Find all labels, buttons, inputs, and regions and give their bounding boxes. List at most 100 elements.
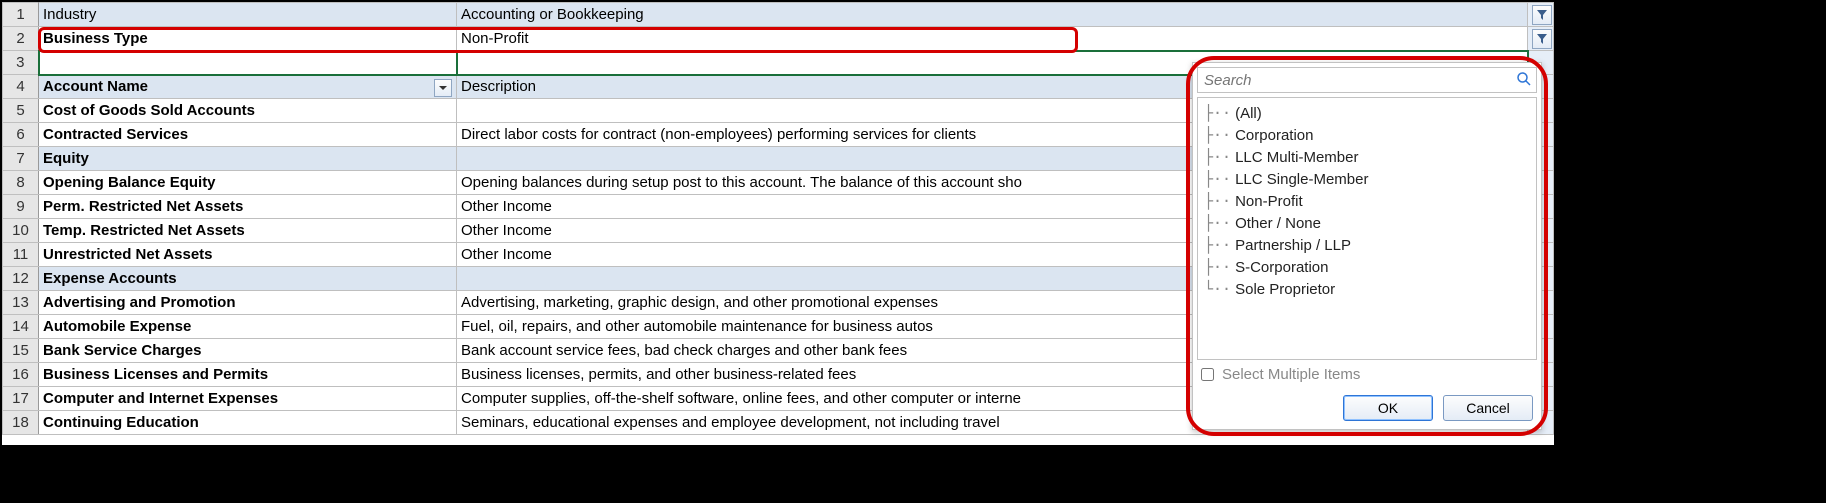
row-header[interactable]: 15 <box>3 339 39 363</box>
select-multiple-checkbox[interactable]: Select Multiple Items <box>1193 360 1541 389</box>
cell-text: Business Licenses and Permits <box>43 366 268 383</box>
cell-account-name[interactable]: Opening Balance Equity <box>39 171 457 195</box>
cell-text: Computer supplies, off-the-shelf softwar… <box>461 390 1021 407</box>
cell-text: Perm. Restricted Net Assets <box>43 198 243 215</box>
filter-item-label: (All) <box>1235 105 1262 122</box>
filter-tree-item[interactable]: ├··Other / None <box>1204 212 1530 234</box>
row-header[interactable]: 12 <box>3 267 39 291</box>
row-header[interactable]: 3 <box>3 51 39 75</box>
cell-account-name[interactable]: Computer and Internet Expenses <box>39 387 457 411</box>
tree-branch-glyph: ├·· <box>1204 192 1231 210</box>
filter-tree-item[interactable]: ├··Partnership / LLP <box>1204 234 1530 256</box>
filter-item-label: Non-Profit <box>1235 193 1303 210</box>
filter-icon[interactable] <box>1532 5 1552 25</box>
filter-tree-item[interactable]: ├··(All) <box>1204 102 1530 124</box>
cell-text: Equity <box>43 150 89 167</box>
row-header[interactable]: 18 <box>3 411 39 435</box>
cell-text: Expense Accounts <box>43 270 177 287</box>
row-header[interactable]: 8 <box>3 171 39 195</box>
tree-branch-glyph: ├·· <box>1204 148 1231 166</box>
filter-popup: ├··(All)├··Corporation├··LLC Multi-Membe… <box>1192 62 1542 430</box>
row-header[interactable]: 6 <box>3 123 39 147</box>
row-header[interactable]: 7 <box>3 147 39 171</box>
row-header[interactable]: 13 <box>3 291 39 315</box>
cell-account-name[interactable]: Equity <box>39 147 457 171</box>
cell-text: Bank Service Charges <box>43 342 201 359</box>
cell-text: Bank account service fees, bad check cha… <box>461 342 907 359</box>
cell-account-name[interactable]: Cost of Goods Sold Accounts <box>39 99 457 123</box>
row-header[interactable]: 11 <box>3 243 39 267</box>
cell-description[interactable]: Non-Profit <box>457 27 1528 51</box>
filter-item-label: Partnership / LLP <box>1235 237 1351 254</box>
cell-text: Contracted Services <box>43 126 188 143</box>
cell-text: Advertising and Promotion <box>43 294 236 311</box>
cell-text: Direct labor costs for contract (non-emp… <box>461 126 976 143</box>
cell-account-name[interactable]: Advertising and Promotion <box>39 291 457 315</box>
filter-tree-item[interactable]: ├··Non-Profit <box>1204 190 1530 212</box>
cell-text: Description <box>461 78 536 95</box>
cell-text: Advertising, marketing, graphic design, … <box>461 294 938 311</box>
tree-branch-glyph: ├·· <box>1204 104 1231 122</box>
cell-text: Cost of Goods Sold Accounts <box>43 102 255 119</box>
cell-text: Account Name <box>43 78 148 95</box>
cell-account-name[interactable]: Business Type <box>39 27 457 51</box>
tree-branch-glyph: └·· <box>1204 280 1231 298</box>
filter-item-label: Sole Proprietor <box>1235 281 1335 298</box>
row-header[interactable]: 17 <box>3 387 39 411</box>
cell-text: Non-Profit <box>461 30 529 47</box>
tree-branch-glyph: ├·· <box>1204 236 1231 254</box>
filter-tree-item[interactable]: ├··LLC Multi-Member <box>1204 146 1530 168</box>
cell-account-name[interactable] <box>39 51 457 75</box>
row-header[interactable]: 4 <box>3 75 39 99</box>
filter-popup-buttons: OK Cancel <box>1193 389 1541 429</box>
column-filter-dropdown[interactable] <box>434 79 452 97</box>
row-header[interactable]: 9 <box>3 195 39 219</box>
row-header[interactable]: 1 <box>3 3 39 27</box>
filter-icon[interactable] <box>1532 29 1552 49</box>
filter-item-label: Corporation <box>1235 127 1313 144</box>
cell-account-name[interactable]: Continuing Education <box>39 411 457 435</box>
select-multiple-input[interactable] <box>1201 368 1214 381</box>
cell-account-name[interactable]: Bank Service Charges <box>39 339 457 363</box>
cell-text: Automobile Expense <box>43 318 191 335</box>
filter-search-box[interactable] <box>1197 67 1537 93</box>
cell-account-name[interactable]: Account Name <box>39 75 457 99</box>
cell-text: Business licenses, permits, and other bu… <box>461 366 856 383</box>
ok-button[interactable]: OK <box>1343 395 1433 421</box>
tree-branch-glyph: ├·· <box>1204 170 1231 188</box>
search-icon <box>1516 71 1532 91</box>
filter-tree-item[interactable]: ├··S-Corporation <box>1204 256 1530 278</box>
filter-item-label: S-Corporation <box>1235 259 1328 276</box>
cell-account-name[interactable]: Expense Accounts <box>39 267 457 291</box>
tree-branch-glyph: ├·· <box>1204 258 1231 276</box>
filter-tree-item[interactable]: └··Sole Proprietor <box>1204 278 1530 300</box>
row-header[interactable]: 5 <box>3 99 39 123</box>
cell-account-name[interactable]: Automobile Expense <box>39 315 457 339</box>
cancel-button[interactable]: Cancel <box>1443 395 1533 421</box>
cell-account-name[interactable]: Business Licenses and Permits <box>39 363 457 387</box>
cell-text: Other Income <box>461 246 552 263</box>
row-header[interactable]: 10 <box>3 219 39 243</box>
tree-branch-glyph: ├·· <box>1204 126 1231 144</box>
filter-search-input[interactable] <box>1204 72 1530 89</box>
row-header[interactable]: 16 <box>3 363 39 387</box>
cell-account-name[interactable]: Temp. Restricted Net Assets <box>39 219 457 243</box>
cell-account-name[interactable]: Perm. Restricted Net Assets <box>39 195 457 219</box>
filter-item-label: LLC Multi-Member <box>1235 149 1358 166</box>
cell-account-name[interactable]: Industry <box>39 3 457 27</box>
cell-text: Other Income <box>461 222 552 239</box>
row-filter-cell <box>1528 3 1554 27</box>
filter-tree-item[interactable]: ├··LLC Single-Member <box>1204 168 1530 190</box>
cell-text: Continuing Education <box>43 414 199 431</box>
row-header[interactable]: 14 <box>3 315 39 339</box>
filter-tree-item[interactable]: ├··Corporation <box>1204 124 1530 146</box>
cell-account-name[interactable]: Contracted Services <box>39 123 457 147</box>
cell-account-name[interactable]: Unrestricted Net Assets <box>39 243 457 267</box>
row-header[interactable]: 2 <box>3 27 39 51</box>
cell-description[interactable]: Accounting or Bookkeeping <box>457 3 1528 27</box>
cell-text: Unrestricted Net Assets <box>43 246 213 263</box>
row-filter-cell <box>1528 27 1554 51</box>
select-multiple-label: Select Multiple Items <box>1222 366 1360 383</box>
cell-text: Fuel, oil, repairs, and other automobile… <box>461 318 933 335</box>
filter-tree: ├··(All)├··Corporation├··LLC Multi-Membe… <box>1197 97 1537 360</box>
